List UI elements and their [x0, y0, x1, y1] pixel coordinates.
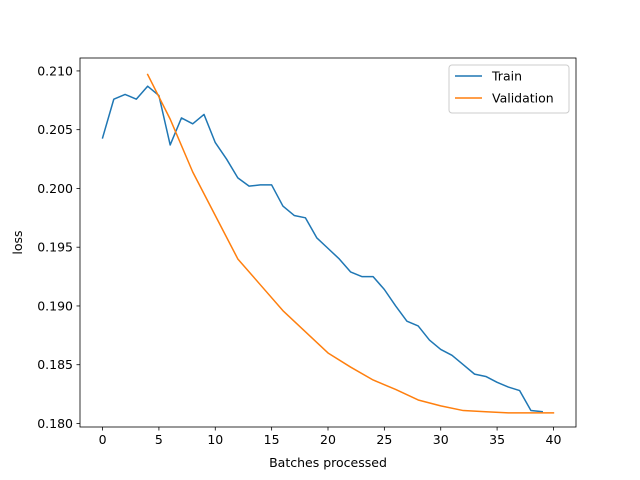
x-tick-label: 0	[99, 432, 107, 447]
x-tick-label: 20	[320, 432, 336, 447]
y-tick-label: 0.180	[37, 416, 73, 431]
y-tick-label: 0.185	[37, 357, 73, 372]
y-tick-label: 0.190	[37, 298, 73, 313]
series-line-validation	[146, 73, 555, 414]
y-tick-label: 0.200	[37, 181, 73, 196]
legend-box	[448, 64, 570, 114]
y-tick-label: 0.210	[37, 63, 73, 78]
axes: 0 5 10 15 20 25 30 35 40 0.180 0.185 0.190 0.195 0.20…	[37, 57, 577, 447]
x-axis-label: Batches processed	[269, 455, 387, 470]
y-tick-label: 0.195	[37, 240, 73, 255]
x-tick-label: 10	[207, 432, 223, 447]
legend-label-train: Train	[491, 69, 522, 84]
x-tick-label: 5	[155, 432, 163, 447]
legend: Train Validation	[448, 64, 570, 114]
legend-label-validation: Validation	[492, 91, 554, 106]
x-tick-label: 40	[546, 432, 562, 447]
x-tick-label: 30	[433, 432, 449, 447]
x-tick-label: 35	[489, 432, 505, 447]
y-tick-label: 0.205	[37, 122, 73, 137]
plot-area	[101, 73, 555, 414]
x-tick-label: 25	[376, 432, 392, 447]
y-axis-label: loss	[10, 230, 25, 254]
x-tick-label: 15	[264, 432, 280, 447]
